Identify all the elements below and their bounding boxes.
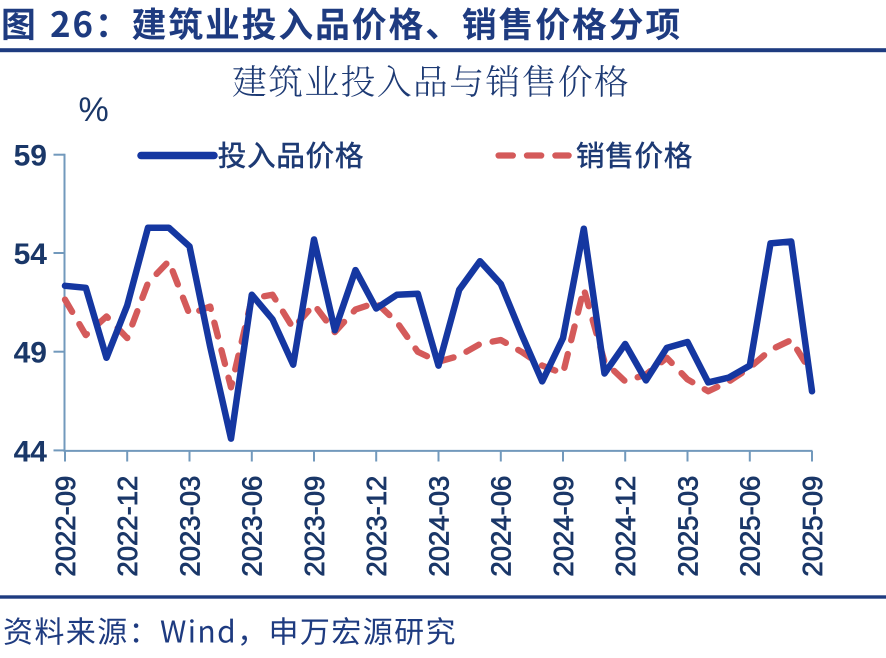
svg-text:2025-09: 2025-09 (797, 476, 828, 577)
svg-text:%: % (79, 91, 109, 129)
svg-text:2022-12: 2022-12 (112, 476, 143, 577)
svg-text:2023-03: 2023-03 (174, 476, 205, 577)
svg-text:2022-09: 2022-09 (50, 476, 81, 577)
svg-text:2024-03: 2024-03 (423, 476, 454, 577)
svg-text:49: 49 (14, 337, 47, 370)
svg-text:2025-06: 2025-06 (735, 476, 766, 577)
svg-text:2025-03: 2025-03 (672, 476, 703, 577)
svg-text:2023-09: 2023-09 (299, 476, 330, 577)
svg-text:59: 59 (14, 140, 47, 173)
svg-text:2024-09: 2024-09 (548, 476, 579, 577)
svg-text:2023-06: 2023-06 (237, 476, 268, 577)
svg-text:2023-12: 2023-12 (361, 476, 392, 577)
svg-text:44: 44 (14, 435, 48, 468)
svg-text:2024-06: 2024-06 (486, 476, 517, 577)
svg-text:2024-12: 2024-12 (610, 476, 641, 577)
svg-text:54: 54 (14, 238, 48, 271)
